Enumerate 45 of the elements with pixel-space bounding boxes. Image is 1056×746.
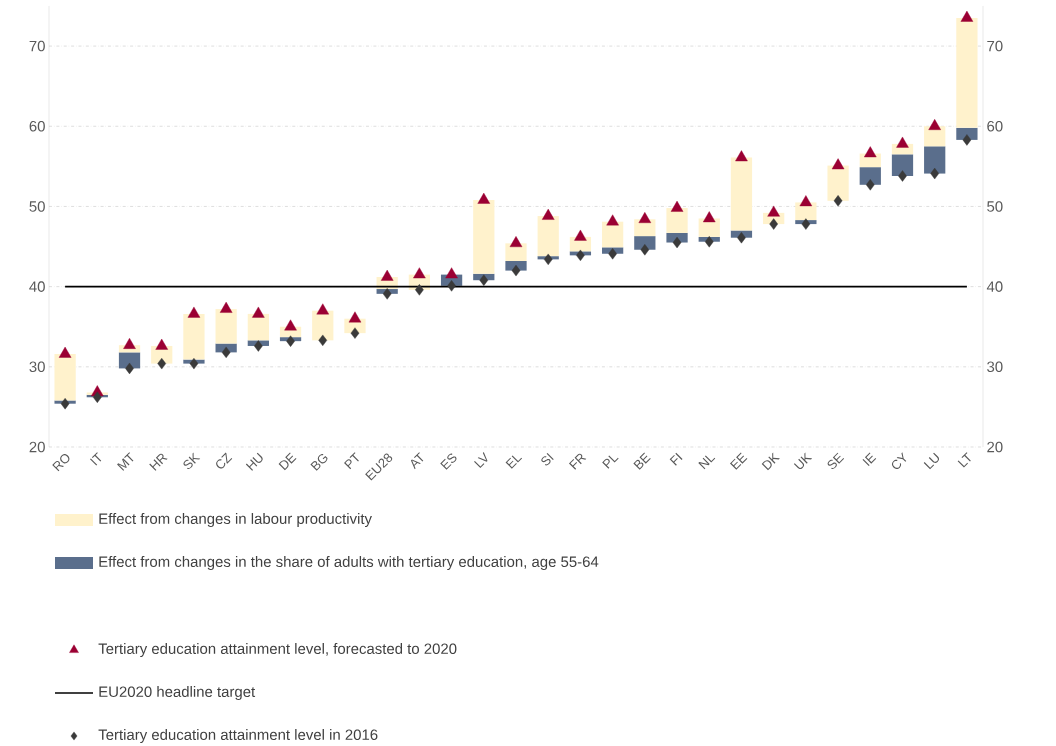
y-tick-label: 30	[29, 361, 45, 373]
y-tick-label: 70	[29, 40, 45, 52]
x-tick-label: LV	[474, 452, 488, 469]
x-tick-label: SI	[541, 452, 554, 466]
y-tick-label: 40	[29, 281, 45, 292]
x-tick-label: EE	[729, 452, 748, 470]
x-tick-label: FI	[669, 452, 683, 466]
y-tick-label: 50	[29, 201, 45, 212]
y2-tick-label: 20	[987, 441, 1003, 453]
x-tick-label: DE	[278, 452, 297, 471]
x-tick-label: DK	[761, 452, 780, 471]
y2-tick-label: 50	[987, 201, 1003, 212]
x-tick-label: LT	[957, 452, 971, 468]
x-tick-label: SE	[827, 452, 845, 470]
x-tick-label: HR	[149, 453, 168, 471]
x-tick-label: CZ	[216, 452, 233, 469]
x-tick-label: IT	[90, 452, 102, 466]
x-tick-label: FR	[568, 453, 587, 470]
x-tick-label: NL	[698, 455, 716, 470]
x-tick-label: BE	[633, 452, 651, 470]
x-tick-label: SK	[183, 452, 201, 470]
x-tick-label: RO	[52, 454, 70, 472]
legend-label: EU2020 headline target	[99, 686, 256, 700]
legend-label: Effect from changes in the share of adults with tertiary education, age 55-64	[99, 556, 599, 570]
x-tick-label: MT	[117, 452, 134, 471]
legend-label: Effect from changes in labour productivity	[99, 513, 372, 527]
x-tick-label: PL	[602, 455, 619, 469]
x-tick-label: EL	[505, 455, 523, 469]
legend-label: Tertiary education attainment level in 2016	[98, 729, 378, 743]
x-tick-label: IE	[862, 452, 877, 467]
y2-tick-label: 70	[987, 40, 1003, 52]
x-tick-label: ES	[440, 453, 457, 470]
y2-tick-label: 30	[987, 361, 1003, 373]
y2-tick-label: 40	[986, 281, 1003, 292]
x-tick-label: AT	[410, 452, 424, 470]
y2-tick-label: 60	[987, 120, 1003, 132]
legend-label: Tertiary education attainment level, forecasted to 2020	[98, 643, 457, 657]
y-tick-label: 20	[29, 441, 45, 453]
x-tick-label: LU	[923, 452, 940, 470]
x-tick-label: UK	[793, 452, 813, 470]
x-tick-label: CY	[891, 452, 907, 470]
x-tick-label: HU	[245, 452, 263, 471]
y-tick-label: 60	[29, 120, 45, 132]
x-tick-label: BG	[310, 454, 328, 471]
x-tick-label: PT	[344, 452, 359, 470]
